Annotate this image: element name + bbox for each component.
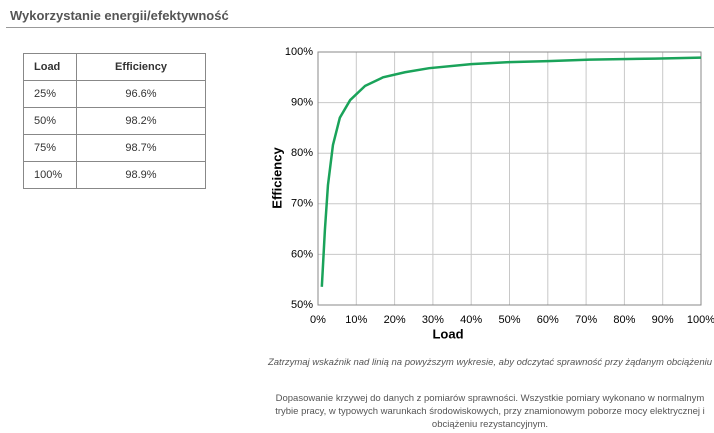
x-tick-label: 60% <box>537 314 559 326</box>
x-tick-label: 70% <box>575 314 597 326</box>
x-tick-label: 0% <box>310 314 326 326</box>
table-cell: 100% <box>23 161 77 189</box>
x-tick-label: 80% <box>613 314 635 326</box>
table-row: 100% 98.9% <box>23 161 206 189</box>
description-text: Dopasowanie krzywej do danych z pomiarów… <box>275 393 705 430</box>
y-tick-label: 80% <box>291 147 313 159</box>
y-tick-label: 50% <box>291 299 313 311</box>
x-tick-label: 30% <box>422 314 444 326</box>
plot-frame <box>317 51 702 306</box>
table-cell: 50% <box>23 107 77 135</box>
y-axis-label: Efficiency <box>269 147 284 209</box>
divider <box>6 27 714 28</box>
table-row: 75% 98.7% <box>23 134 206 162</box>
table-row: 25% 96.6% <box>23 80 206 108</box>
table-cell: 98.2% <box>76 107 206 135</box>
hint-text: Zatrzymaj wskaźnik nad linią na powyższy… <box>267 357 713 368</box>
column-header: Load <box>23 53 77 81</box>
efficiency-table: Load Efficiency 25% 96.6% 50% 98.2% 75% 98.7% 10… <box>23 53 206 189</box>
y-tick-label: 100% <box>285 46 313 58</box>
y-tick-label: 70% <box>291 198 313 210</box>
x-tick-label: 100% <box>687 314 714 326</box>
x-axis-label: Load <box>432 326 463 341</box>
efficiency-line <box>320 56 702 287</box>
table-cell: 98.9% <box>76 161 206 189</box>
section-title: Wykorzystanie energii/efektywność <box>10 8 229 23</box>
y-tick-label: 90% <box>291 97 313 109</box>
column-header: Efficiency <box>76 53 206 81</box>
x-tick-label: 90% <box>652 314 674 326</box>
table-row: 50% 98.2% <box>23 107 206 135</box>
table-cell: 98.7% <box>76 134 206 162</box>
x-tick-label: 10% <box>345 314 367 326</box>
chart: Load Efficiency 50% 60% 70% 80% 90% 100% 0% 10%… <box>269 46 714 342</box>
x-tick-label: 20% <box>384 314 406 326</box>
table-cell: 96.6% <box>76 80 206 108</box>
table-cell: 75% <box>23 134 77 162</box>
x-tick-label: 50% <box>498 314 520 326</box>
y-tick-label: 60% <box>291 248 313 260</box>
header-row: Load Efficiency <box>23 53 206 81</box>
table-cell: 25% <box>23 80 77 108</box>
x-tick-label: 40% <box>460 314 482 326</box>
